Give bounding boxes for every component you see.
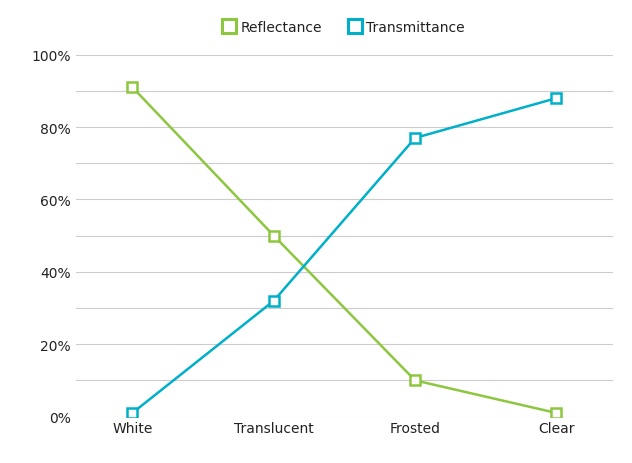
Legend: Reflectance, Transmittance: Reflectance, Transmittance [218, 16, 471, 41]
